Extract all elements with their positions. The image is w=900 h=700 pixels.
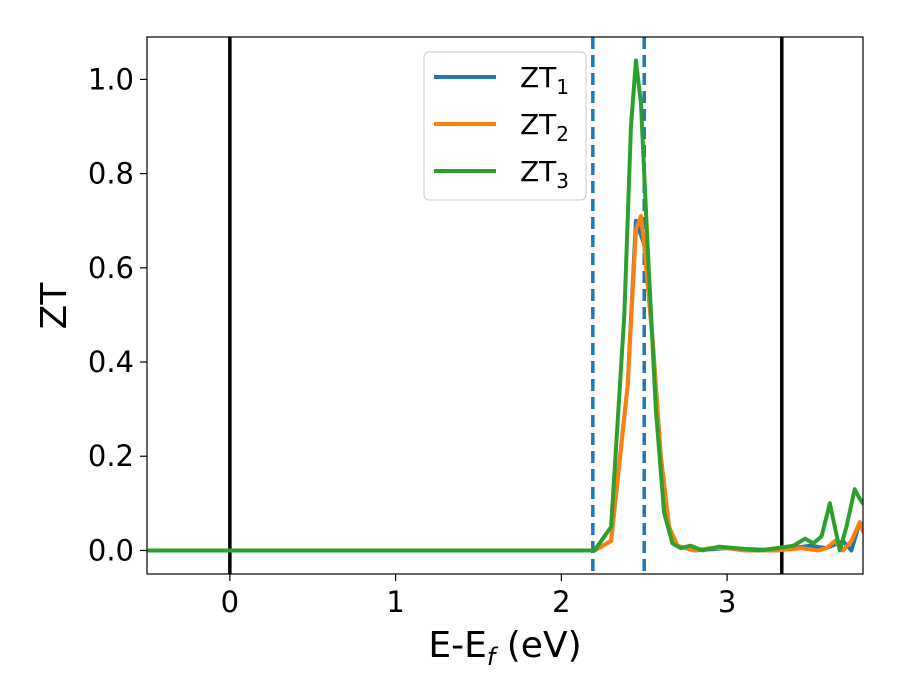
y-axis: 0.0 0.2 0.4 0.6 0.8 1.0: [88, 62, 147, 567]
y-tick-label: 1.0: [88, 62, 134, 96]
x-axis: 0 1 2 3: [221, 574, 736, 619]
series-line-zt3: [147, 58, 863, 553]
x-tick-label: 2: [552, 585, 570, 619]
series-lines: [147, 58, 863, 553]
x-tick-label: 1: [386, 585, 404, 619]
series-line-zt1: [147, 218, 863, 553]
y-tick-label: 0.6: [88, 251, 134, 285]
y-tick-label: 0.2: [88, 439, 134, 473]
legend-frame: [423, 51, 587, 201]
legend-label-zt2: ZT2: [520, 108, 569, 146]
legend: ZT1 ZT2 ZT3: [423, 51, 587, 201]
legend-label-zt1: ZT1: [520, 61, 569, 99]
legend-label-zt3: ZT3: [520, 155, 569, 193]
x-tick-label: 3: [718, 585, 736, 619]
y-axis-title: ZT: [34, 282, 75, 330]
y-tick-label: 0.8: [88, 157, 134, 191]
reference-lines: [228, 37, 784, 574]
plot-frame: [146, 36, 864, 575]
y-tick-label: 0.4: [88, 345, 134, 379]
y-tick-label: 0.0: [88, 533, 134, 567]
x-tick-label: 0: [221, 585, 239, 619]
x-axis-title: E-Ef (eV): [428, 625, 581, 671]
series-line-zt2: [147, 214, 863, 553]
